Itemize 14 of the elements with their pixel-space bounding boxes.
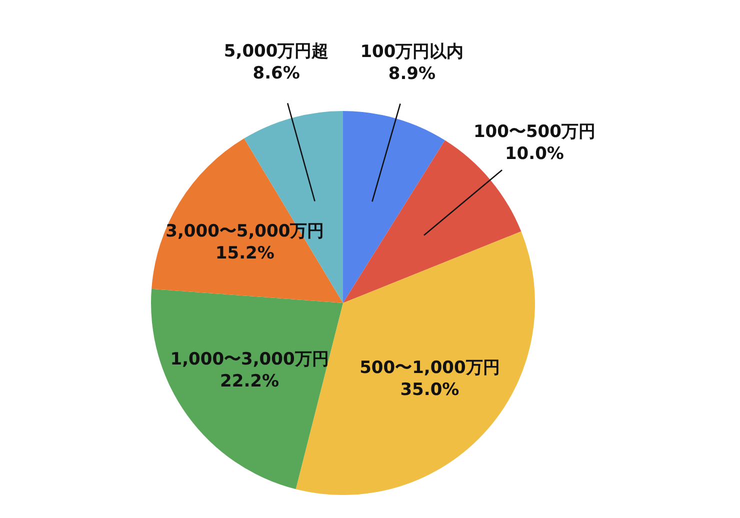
pie-slice — [151, 288, 343, 490]
data-label: 8.9% — [388, 64, 436, 84]
pie-slice — [152, 138, 343, 303]
data-label: 15.2% — [215, 244, 274, 264]
data-label: 22.2% — [220, 371, 280, 392]
slice-label: 5,000万円超 — [224, 41, 329, 62]
slice-label: 100万円以内 — [360, 42, 464, 62]
slice-label: 1,000〜3,000万円 — [170, 349, 329, 370]
pie-slice — [343, 111, 445, 303]
slice-label: 100〜500万円 — [473, 122, 596, 142]
slice-label: 500〜1,000万円 — [360, 358, 500, 378]
data-label: 10.0% — [504, 144, 564, 164]
data-label: 35.0% — [400, 380, 460, 400]
data-label: 8.6% — [252, 63, 300, 84]
